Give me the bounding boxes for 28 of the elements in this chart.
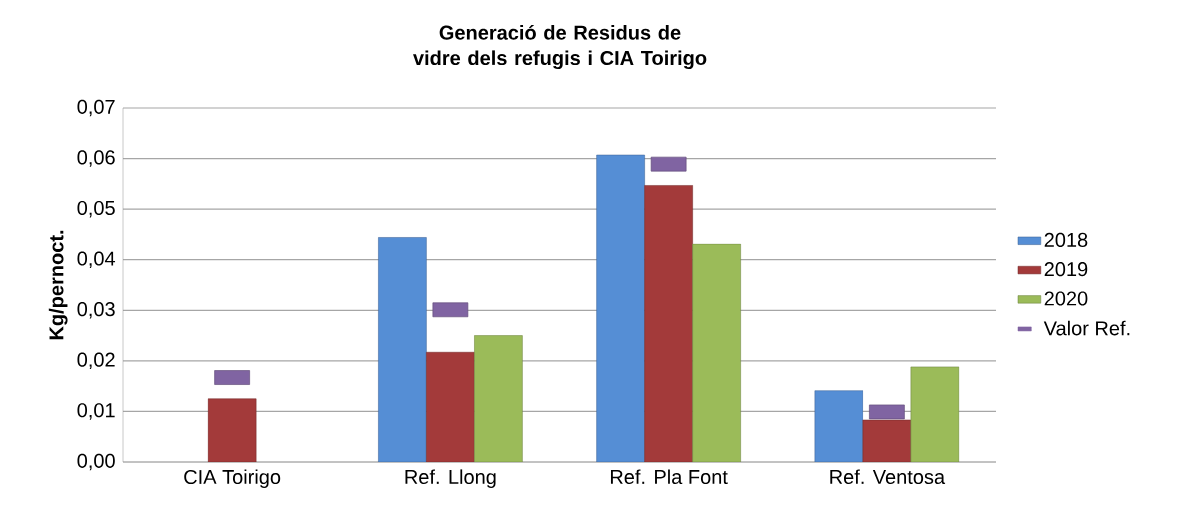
y-tick-label: 0,03 [77, 302, 115, 319]
y-tick-label: 0,01 [77, 403, 115, 420]
y-tick-label: 0,02 [77, 352, 115, 370]
y-tick-label: 0,05 [77, 200, 115, 218]
bar [692, 243, 741, 462]
y-tick-label: 0,07 [77, 99, 115, 117]
y-tick-label: 0,04 [77, 251, 116, 268]
bar [596, 154, 645, 462]
legend-label: 2019 [1044, 262, 1088, 277]
legend-label: 2018 [1044, 232, 1088, 247]
bar [474, 335, 523, 462]
y-axis-title: Kg/pernoct. [48, 230, 68, 340]
x-tick-label: Ref. Ventosa [830, 469, 946, 485]
bar [207, 398, 257, 462]
y-tick-label: 0,00 [77, 453, 115, 471]
legend-label: Valor Ref. [1043, 320, 1130, 336]
bar [814, 390, 864, 462]
y-tick-label: 0,06 [77, 150, 115, 167]
x-tick-label: CIA Toirigo [184, 469, 281, 489]
bar [910, 366, 960, 462]
chart-title: Generació de Residus de vidre dels refugis i CIA Toirigo [413, 24, 707, 70]
bar [644, 185, 693, 462]
bar [426, 351, 475, 462]
legend-label: 2020 [1044, 291, 1088, 306]
x-tick-label: Ref. Pla Font [610, 469, 728, 485]
bar [378, 237, 427, 462]
bar [862, 419, 912, 462]
x-tick-label: Ref. Llong [405, 469, 496, 489]
